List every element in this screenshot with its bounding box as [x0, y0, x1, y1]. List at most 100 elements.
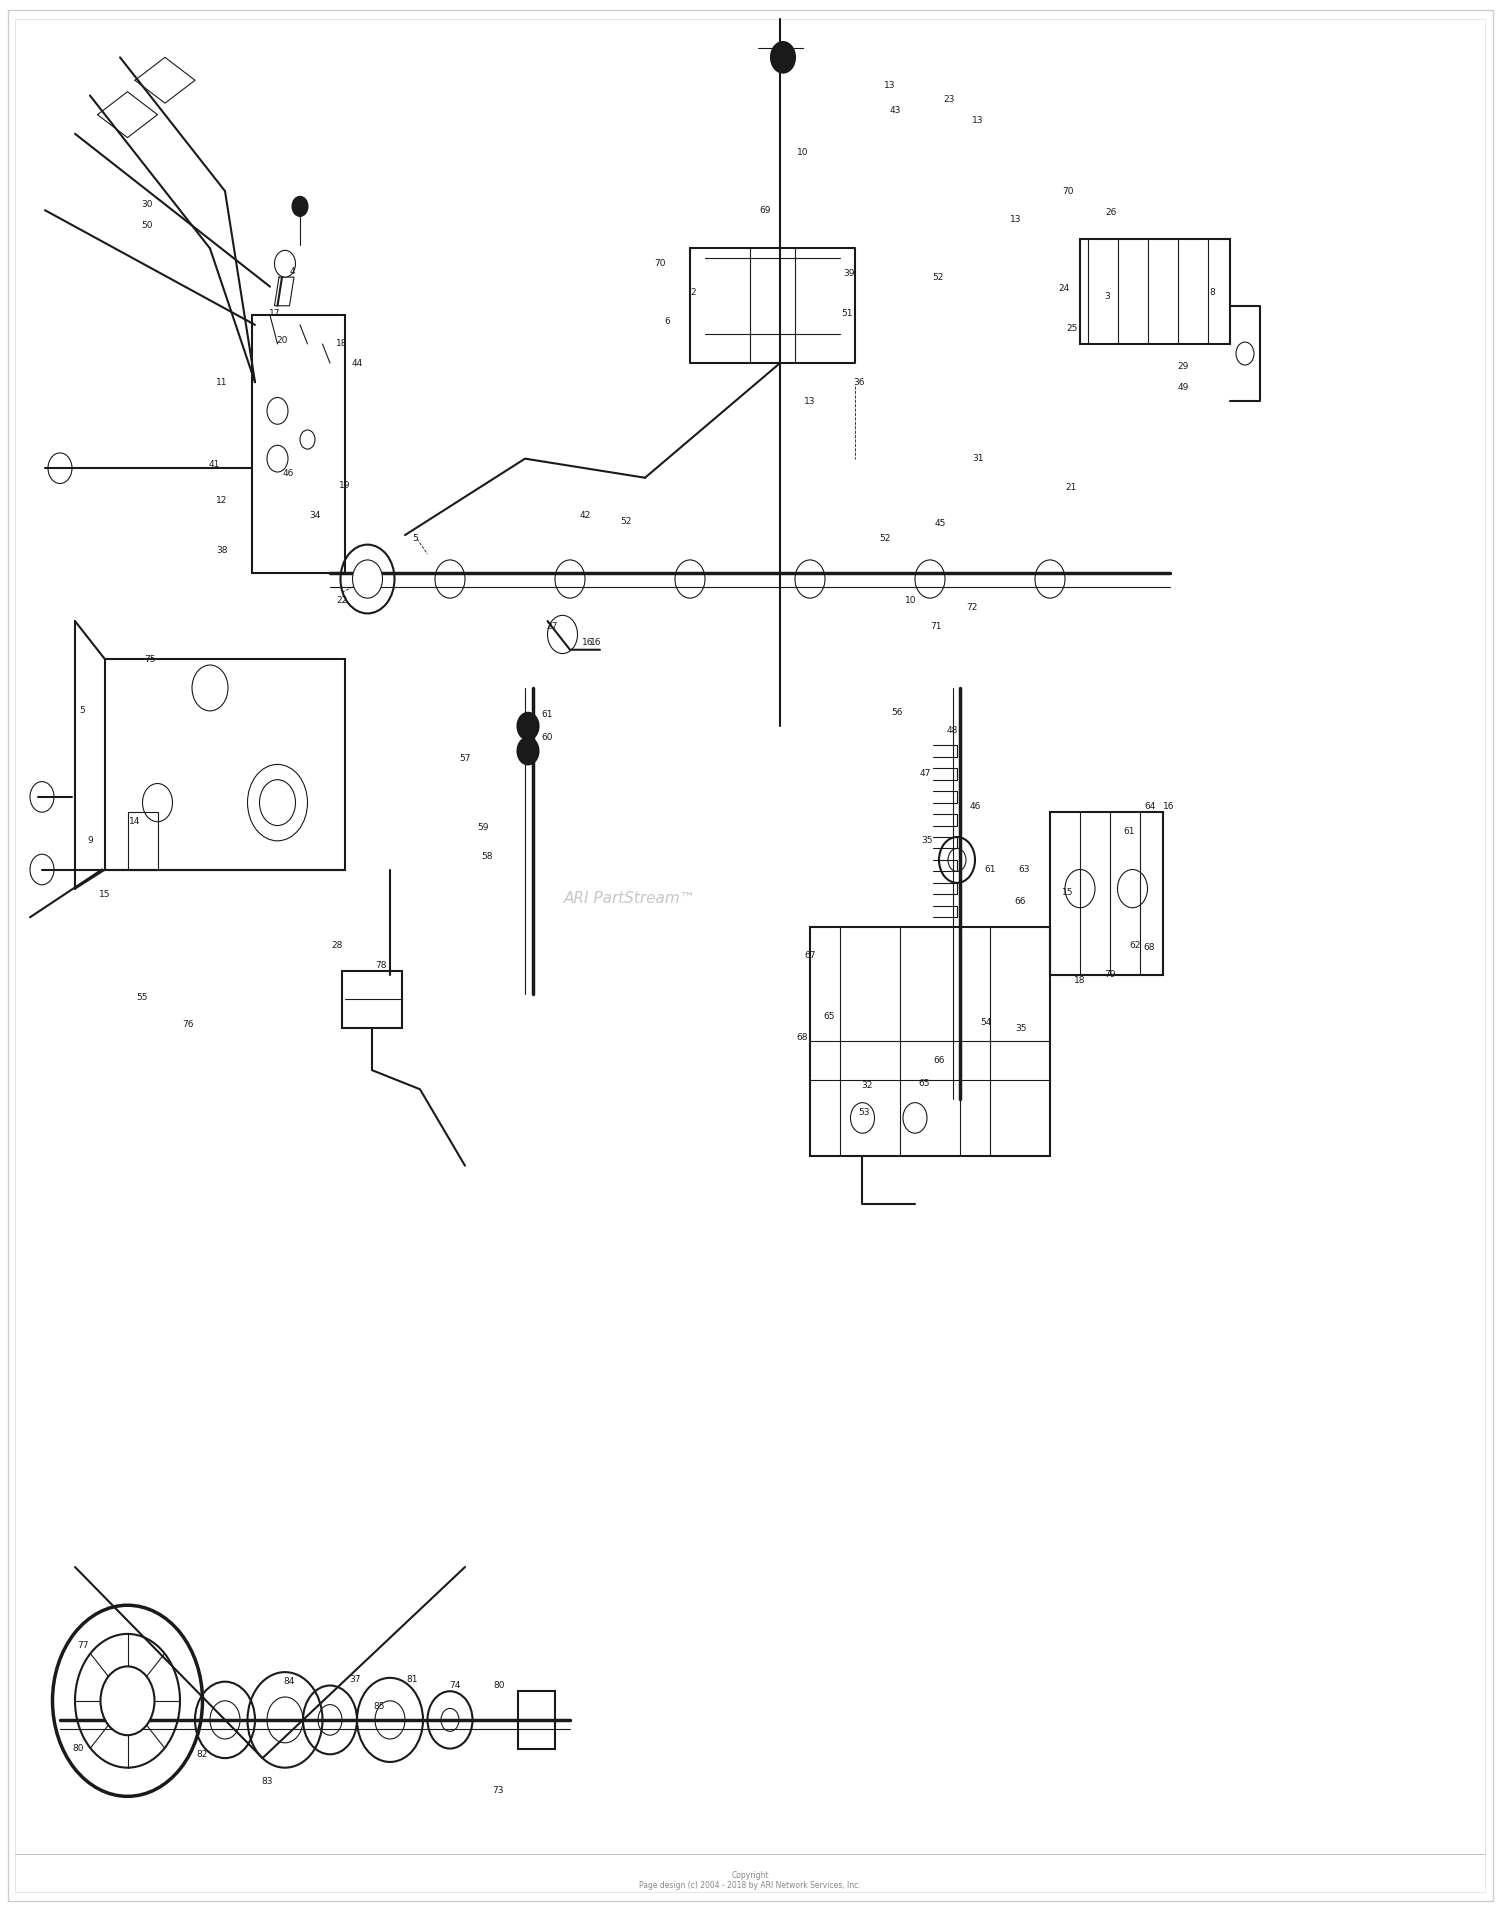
Text: 38: 38: [216, 547, 228, 554]
Text: 16: 16: [1162, 803, 1174, 810]
Text: 16: 16: [582, 638, 594, 646]
Bar: [252, 315, 345, 573]
Text: 3: 3: [1104, 292, 1110, 300]
Text: 51: 51: [842, 310, 854, 317]
Text: 70: 70: [654, 260, 666, 268]
Text: ARI PartStream™: ARI PartStream™: [564, 891, 696, 906]
Text: 33: 33: [294, 206, 306, 214]
Text: 29: 29: [1178, 363, 1190, 371]
Text: 18: 18: [1074, 977, 1086, 984]
Text: 42: 42: [579, 512, 591, 520]
Text: 66: 66: [1014, 898, 1026, 906]
Text: 61: 61: [984, 866, 996, 873]
Bar: [1050, 812, 1162, 975]
Text: 6: 6: [664, 317, 670, 325]
Text: 79: 79: [1104, 971, 1116, 978]
Text: 13: 13: [972, 117, 984, 124]
Text: 75: 75: [144, 655, 156, 663]
Text: 50: 50: [141, 222, 153, 229]
Text: 46: 46: [969, 803, 981, 810]
Bar: [128, 812, 158, 870]
Text: 40: 40: [782, 57, 794, 65]
Text: 32: 32: [861, 1082, 873, 1089]
Text: 67: 67: [804, 952, 816, 959]
Text: 68: 68: [796, 1034, 808, 1041]
Text: 23: 23: [944, 96, 956, 103]
Text: 22: 22: [336, 596, 348, 604]
Text: 57: 57: [459, 755, 471, 762]
Text: 84: 84: [284, 1678, 296, 1686]
Text: 58: 58: [482, 852, 494, 860]
Text: 70: 70: [1062, 187, 1074, 195]
Text: 62: 62: [1130, 942, 1142, 950]
Text: 39: 39: [843, 269, 855, 277]
Text: 12: 12: [216, 497, 228, 505]
Text: 80: 80: [72, 1745, 84, 1752]
Text: 37: 37: [350, 1676, 361, 1684]
Text: 43: 43: [890, 107, 902, 115]
Text: 85: 85: [374, 1703, 386, 1710]
Circle shape: [771, 42, 795, 73]
Text: 73: 73: [492, 1787, 504, 1794]
Text: Copyright
Page design (c) 2004 - 2018 by ARI Network Services, Inc.: Copyright Page design (c) 2004 - 2018 by…: [639, 1871, 861, 1890]
Text: 69: 69: [759, 206, 771, 214]
Text: 13: 13: [804, 397, 816, 405]
Text: 14: 14: [129, 818, 141, 826]
Text: 25: 25: [1066, 325, 1078, 333]
Bar: [105, 659, 345, 870]
Text: 61: 61: [1124, 827, 1136, 835]
Text: 74: 74: [448, 1682, 460, 1689]
Text: 11: 11: [216, 378, 228, 386]
Text: 5: 5: [80, 707, 86, 715]
Text: 52: 52: [879, 535, 891, 543]
Text: 72: 72: [966, 604, 978, 612]
Text: 27: 27: [546, 623, 558, 631]
Text: 81: 81: [406, 1676, 418, 1684]
Text: 52: 52: [620, 518, 632, 526]
Text: 18: 18: [336, 340, 348, 348]
Text: 52: 52: [932, 273, 944, 281]
Text: 71: 71: [930, 623, 942, 631]
Text: 35: 35: [921, 837, 933, 845]
Text: 45: 45: [934, 520, 946, 527]
Text: 47: 47: [920, 770, 932, 778]
Text: 15: 15: [1062, 889, 1074, 896]
Text: 34: 34: [309, 512, 321, 520]
Text: 49: 49: [1178, 384, 1190, 392]
Text: 4: 4: [290, 268, 296, 275]
Text: 26: 26: [1106, 208, 1118, 216]
Text: 55: 55: [136, 994, 148, 1001]
Circle shape: [274, 250, 296, 277]
Text: 78: 78: [375, 961, 387, 969]
Text: 20: 20: [276, 336, 288, 344]
Circle shape: [100, 1666, 154, 1735]
Text: 56: 56: [891, 709, 903, 717]
Bar: [1080, 239, 1230, 344]
Text: 19: 19: [339, 482, 351, 489]
Text: 24: 24: [1058, 285, 1070, 292]
Circle shape: [292, 197, 308, 216]
Text: 36: 36: [853, 378, 865, 386]
Text: 83: 83: [261, 1777, 273, 1785]
Text: 44: 44: [351, 359, 363, 367]
Text: 65: 65: [824, 1013, 836, 1020]
Text: 21: 21: [1065, 483, 1077, 491]
Text: 66: 66: [933, 1057, 945, 1064]
Bar: [518, 1691, 555, 1749]
Text: 80: 80: [494, 1682, 506, 1689]
Text: 68: 68: [1143, 944, 1155, 952]
Bar: [342, 971, 402, 1028]
Text: 31: 31: [972, 455, 984, 462]
Text: 13: 13: [884, 82, 896, 90]
Text: 10: 10: [796, 149, 808, 157]
Circle shape: [352, 560, 382, 598]
Text: 17: 17: [268, 310, 280, 317]
Text: 16: 16: [590, 638, 602, 646]
Text: 35: 35: [1016, 1024, 1028, 1032]
Bar: [810, 927, 1050, 1156]
Text: 65: 65: [918, 1080, 930, 1087]
Text: 8: 8: [1209, 289, 1215, 296]
Circle shape: [518, 713, 538, 740]
Text: 54: 54: [980, 1019, 992, 1026]
Text: 41: 41: [209, 461, 220, 468]
